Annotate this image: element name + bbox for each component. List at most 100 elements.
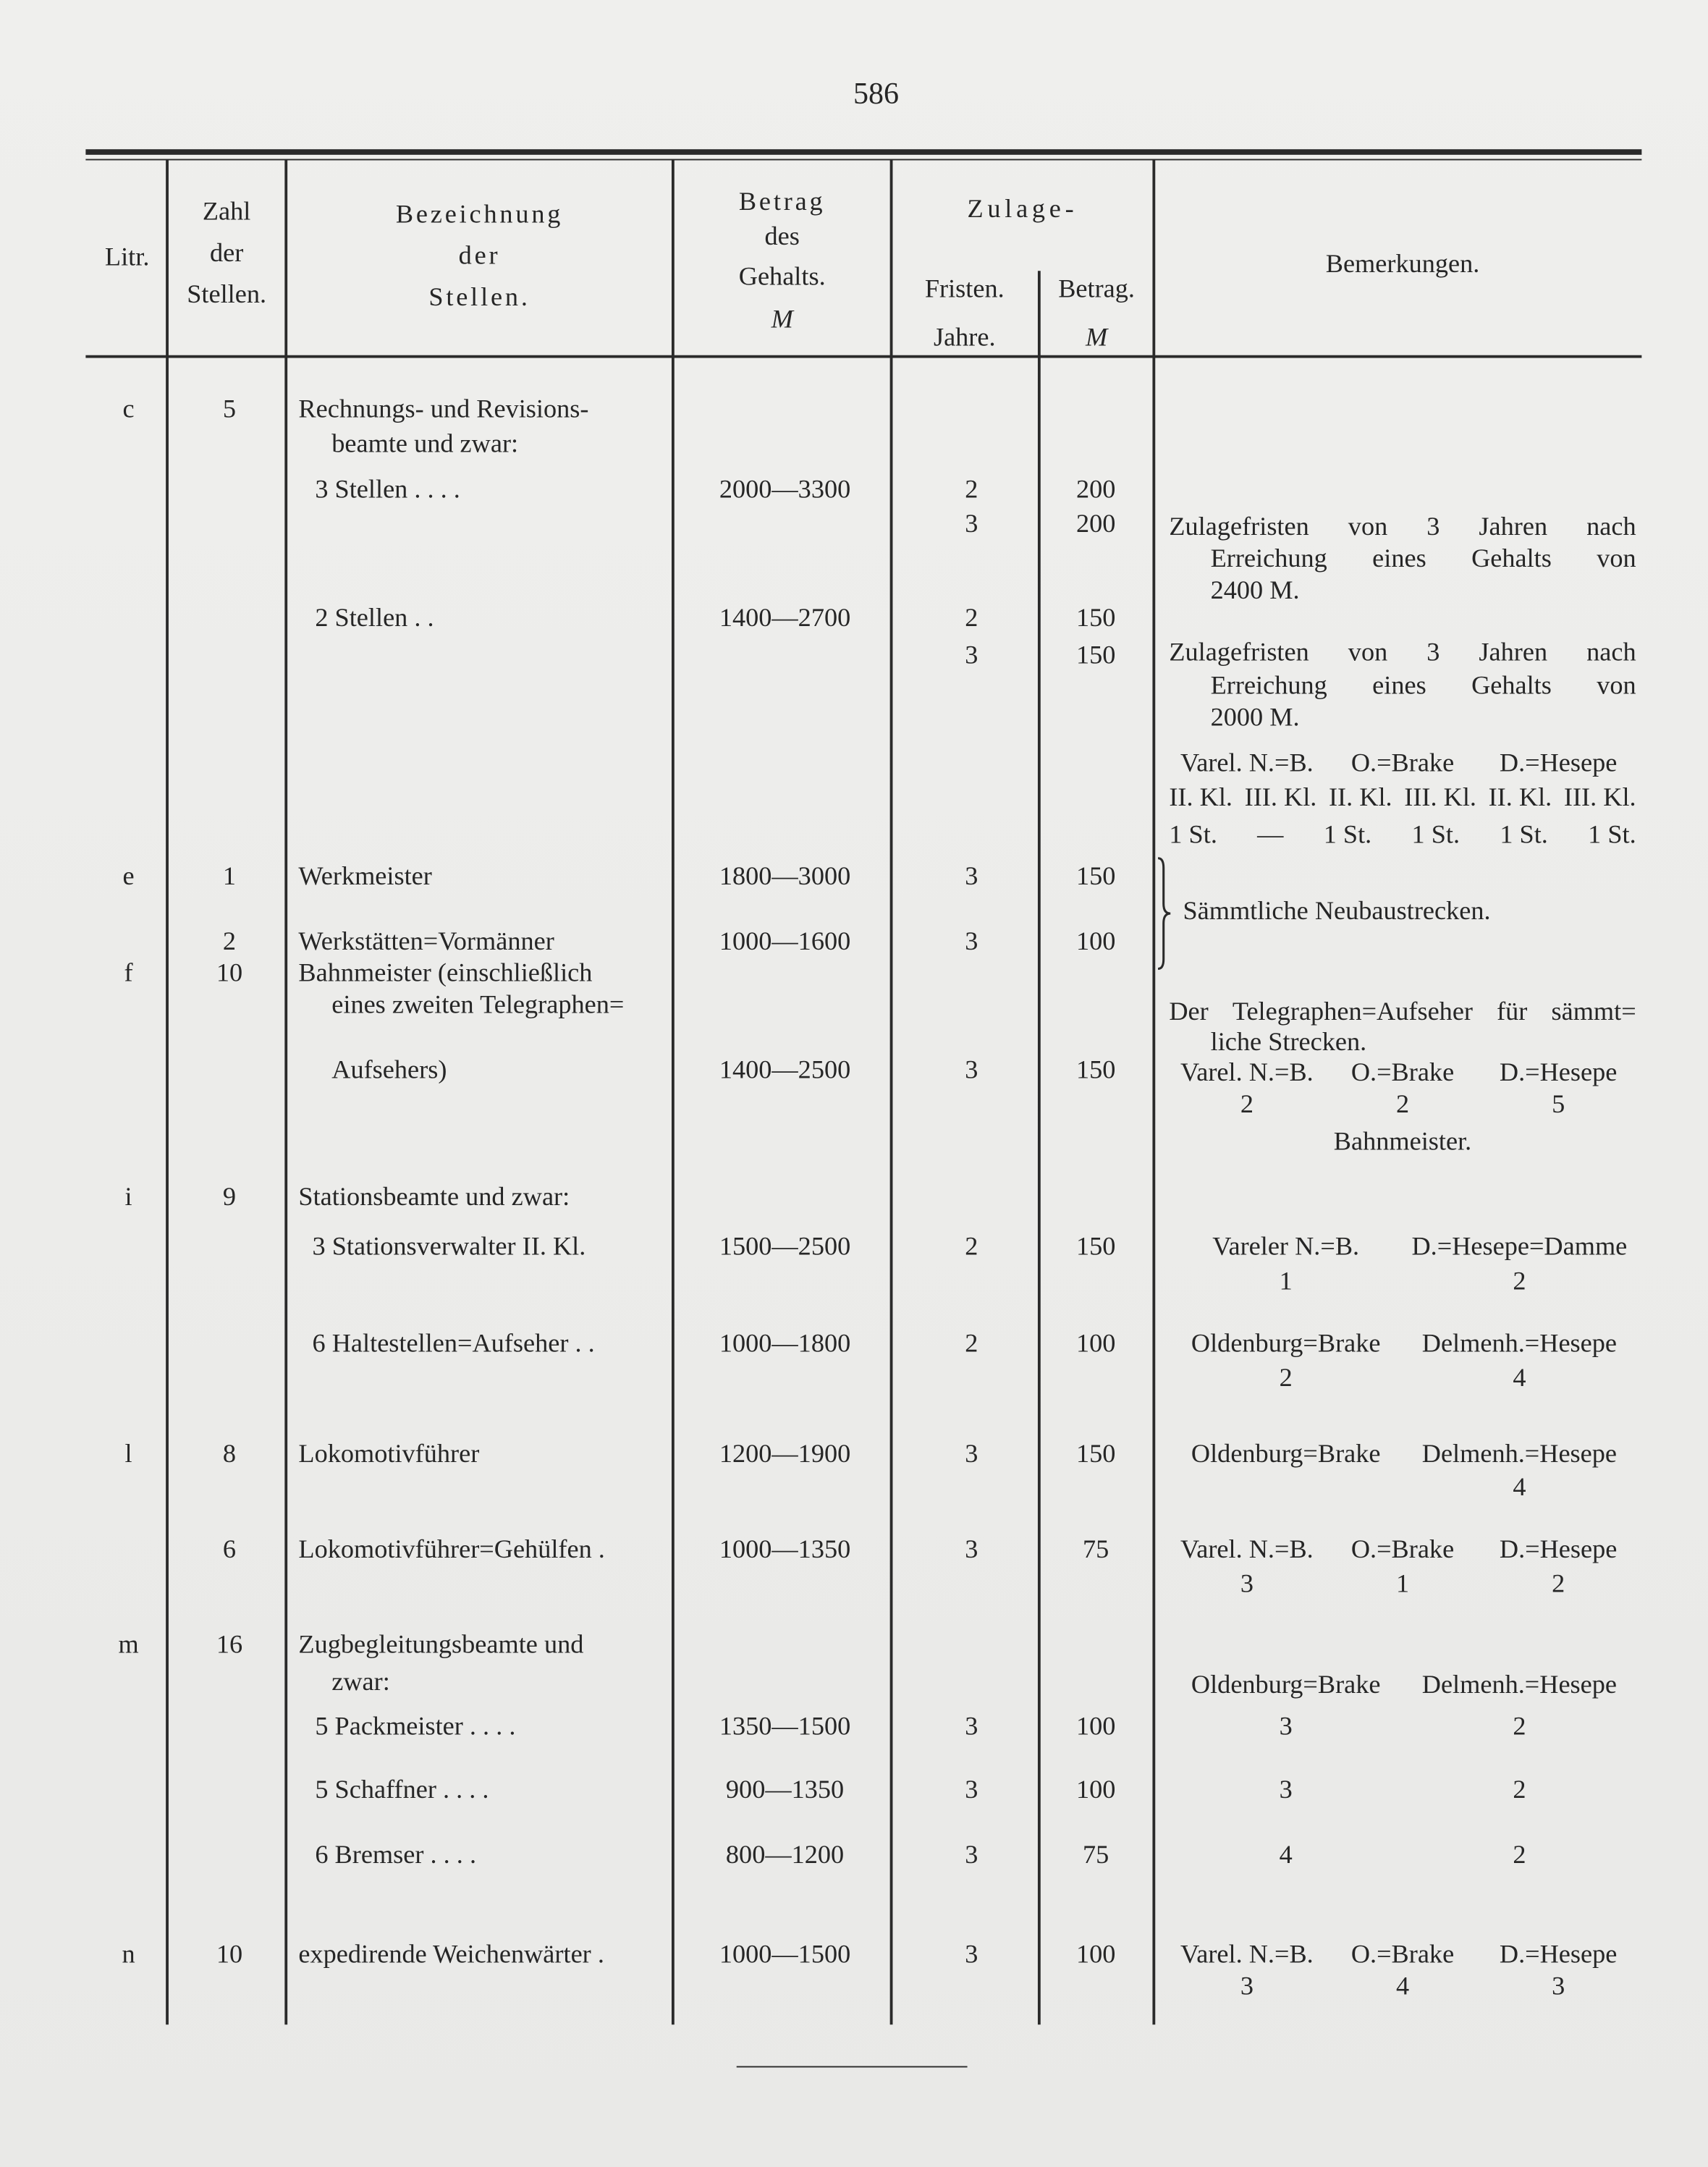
remark-text: 2400 M. — [1210, 576, 1300, 606]
remark-line: Oldenburg=Brake Delmenh.=Hesepe — [1169, 1670, 1636, 1701]
remark-text: Delmenh.=Hesepe — [1421, 1329, 1618, 1359]
remark-text: 3 — [1240, 1570, 1253, 1600]
bezeichnung-cell: 5 Schaffner . . . . — [315, 1775, 489, 1805]
remark-text: Erreichung — [1210, 544, 1327, 574]
header-gehalt-line: M — [771, 305, 793, 335]
fristen-cell: 2 — [965, 604, 978, 633]
remark-text: D.=Hesepe — [1499, 748, 1618, 778]
header-bezeichnung: Bezeichnung der Stellen. — [286, 198, 673, 315]
remark-text: 3 — [1426, 638, 1440, 668]
gehalt-cell: 1350—1500 — [719, 1712, 851, 1741]
zahl-cell: 8 — [222, 1440, 237, 1469]
gehalt-cell: 900—1350 — [725, 1775, 845, 1805]
bezeichnung-cell: Stationsbeamte und zwar: — [298, 1183, 570, 1212]
column-divider — [166, 160, 169, 2025]
fristen-cell: 3 — [965, 1440, 978, 1469]
header-bemerkungen: Bemerkungen. — [1325, 250, 1480, 279]
gehalt-cell: 1000—1350 — [719, 1535, 851, 1565]
header-bez-line: der — [458, 242, 501, 271]
remark-text: 5 — [1552, 1090, 1565, 1120]
remark-text: nach — [1586, 638, 1636, 668]
betrag-cell: 150 — [1075, 1055, 1116, 1085]
bezeichnung-cell: expedirende Weichenwärter . — [298, 1940, 604, 1969]
header-zahl: Zahl der Stellen. — [167, 195, 286, 312]
remark-text: D.=Hesepe — [1499, 1940, 1618, 1969]
gehalt-cell: 800—1200 — [725, 1841, 845, 1870]
remark-line: Oldenburg=Brake Delmenh.=Hesepe — [1169, 1440, 1636, 1471]
remark-text: 1 St. — [1500, 821, 1548, 850]
fristen-cell: 3 — [965, 862, 978, 892]
betrag-cell: 75 — [1083, 1841, 1109, 1870]
remark-text: Oldenburg=Brake — [1191, 1670, 1381, 1700]
litr-cell: c — [122, 395, 135, 425]
header-zulage: Zulage- — [967, 195, 1078, 224]
gehalt-cell: 1400—2500 — [719, 1055, 851, 1085]
header-zahl-line: Stellen. — [187, 280, 267, 310]
zahl-cell: 10 — [216, 1940, 243, 1969]
gehalt-cell: 1400—2700 — [719, 604, 851, 633]
remark-text: Jahren — [1479, 638, 1548, 668]
remark-text: 1 St. — [1411, 821, 1460, 850]
column-divider — [284, 160, 288, 2025]
remark-text: 2000 M. — [1210, 703, 1300, 732]
remark-text: 3 — [1279, 1775, 1293, 1805]
remark-text: Vareler N.=B. — [1212, 1233, 1360, 1262]
zahl-cell: 1 — [222, 862, 237, 892]
remark-text: eines — [1372, 544, 1426, 574]
gehalt-cell: 1500—2500 — [719, 1233, 851, 1262]
fristen-cell: 3 — [965, 1712, 978, 1741]
header-litr: Litr. — [104, 243, 150, 273]
remark-text: von — [1348, 512, 1388, 542]
remark-text: 2 — [1240, 1090, 1253, 1120]
header-fristen-line: Fristen. — [924, 274, 1005, 305]
fristen-cell: 2 — [965, 1233, 978, 1262]
remark-text: Varel. N.=B. — [1180, 1058, 1314, 1088]
remark-line: 2 2 5 — [1169, 1091, 1636, 1121]
remark-text: von — [1597, 544, 1636, 574]
fristen-cell: 3 — [965, 1055, 978, 1085]
remark-line: Varel. N.=B. O.=Brake D.=Hesepe — [1169, 1059, 1636, 1089]
bottom-rule — [736, 2066, 968, 2068]
remark-text: von — [1348, 638, 1388, 668]
remark-text: 4 — [1279, 1841, 1293, 1870]
gehalt-cell: 1000—1500 — [719, 1940, 851, 1969]
litr-cell: f — [124, 959, 133, 989]
betrag-cell: 150 — [1075, 641, 1116, 671]
bezeichnung-cell: Zugbegleitungsbeamte und — [298, 1631, 584, 1660]
fristen-cell: 3 — [965, 927, 978, 957]
remark-line: 1 St. — 1 St. 1 St. 1 St. 1 St. — [1169, 821, 1636, 851]
betrag-cell: 100 — [1075, 1775, 1116, 1805]
remark-text: 3 — [1552, 1972, 1565, 2001]
remark-text: III. Kl. — [1404, 783, 1476, 813]
page-number: 586 — [853, 76, 900, 111]
remark-line: Zulagefristen von 3 Jahren nach — [1169, 512, 1636, 543]
betrag-cell: 150 — [1075, 1233, 1116, 1262]
brace-icon — [1157, 857, 1171, 971]
remark-text: II. Kl. — [1169, 783, 1233, 813]
header-fristen: Fristen. Jahre. — [892, 272, 1038, 355]
betrag-cell: 200 — [1075, 510, 1116, 539]
bezeichnung-cell: eines zweiten Telegraphen= — [331, 991, 625, 1021]
remark-line: 3 4 3 — [1169, 1972, 1636, 2003]
zahl-cell: 6 — [222, 1535, 237, 1565]
remark-text: 1 St. — [1169, 821, 1217, 850]
column-divider — [671, 160, 675, 2025]
remark-line: Der Telegraphen=Aufseher für sämmt= — [1169, 998, 1636, 1028]
remark-text: 2 — [1552, 1570, 1565, 1600]
bezeichnung-cell: beamte und zwar: — [331, 429, 519, 459]
remark-line: Varel. N.=B. O.=Brake D.=Hesepe — [1169, 1940, 1636, 1971]
gehalt-cell: 1000—1600 — [719, 927, 851, 957]
remark-text: D.=Hesepe — [1499, 1058, 1618, 1088]
remark-text: 1 — [1279, 1267, 1293, 1297]
remark-text: 1 — [1395, 1570, 1410, 1600]
fristen-cell: 3 — [965, 641, 978, 671]
remark-text: 2 — [1513, 1841, 1526, 1870]
remark-text: Zulagefristen — [1169, 638, 1309, 668]
column-divider — [1152, 160, 1156, 2025]
